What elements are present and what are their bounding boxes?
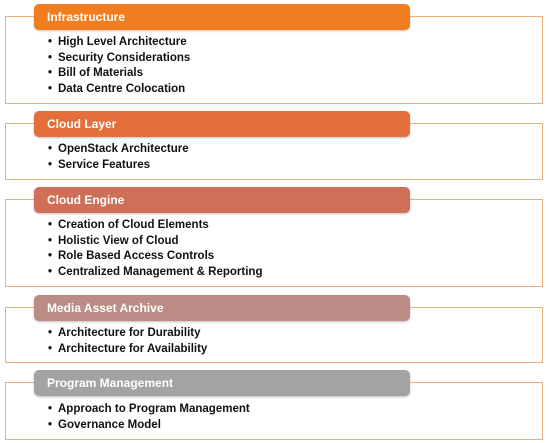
- cloud-engine-panel: [5, 199, 543, 287]
- bullet-icon: •: [48, 250, 53, 263]
- list-item: • OpenStack Architecture: [48, 142, 189, 158]
- list-item: • Architecture for Durability: [48, 326, 207, 342]
- list-item: • Data Centre Colocation: [48, 82, 190, 98]
- cloud-engine-items: • Creation of Cloud Elements • Holistic Vi…: [48, 218, 262, 281]
- list-item: • Governance Model: [48, 418, 250, 434]
- infrastructure-items: • High Level Architecture • Security Consi…: [48, 35, 190, 98]
- bullet-icon: •: [48, 327, 53, 339]
- cloud-engine-header: Cloud Engine: [34, 187, 410, 213]
- list-item: • Bill of Materials: [48, 66, 190, 82]
- bullet-icon: •: [48, 219, 53, 231]
- cloud-layer-items: • OpenStack Architecture • Service Feature…: [48, 142, 189, 173]
- list-item: • Centralized Management & Reporting: [48, 265, 262, 281]
- bullet-icon: •: [48, 266, 53, 279]
- bullet-icon: •: [48, 51, 53, 64]
- media-asset-archive-items: • Architecture for Durability • Architectu…: [48, 326, 207, 357]
- list-item: • Approach to Program Management: [48, 402, 250, 418]
- list-item: • Service Features: [48, 158, 189, 174]
- cloud-layer-header: Cloud Layer: [34, 111, 410, 137]
- bullet-icon: •: [48, 143, 53, 155]
- infrastructure-header: Infrastructure: [34, 4, 410, 30]
- bullet-icon: •: [48, 67, 53, 80]
- list-item: • Architecture for Availability: [48, 342, 207, 358]
- list-item: • High Level Architecture: [48, 35, 190, 51]
- bullet-icon: •: [48, 83, 53, 96]
- program-management-header: Program Management: [34, 370, 410, 396]
- list-item: • Role Based Access Controls: [48, 249, 262, 265]
- bullet-icon: •: [48, 403, 53, 415]
- infrastructure-panel: [5, 16, 543, 104]
- program-management-items: • Approach to Program Management • Governa…: [48, 402, 250, 433]
- list-item: • Security Considerations: [48, 51, 190, 67]
- bullet-icon: •: [48, 234, 53, 247]
- list-item: • Holistic View of Cloud: [48, 234, 262, 250]
- media-asset-archive-header: Media Asset Archive: [34, 295, 410, 321]
- bullet-icon: •: [48, 158, 53, 171]
- bullet-icon: •: [48, 36, 53, 48]
- bullet-icon: •: [48, 418, 53, 431]
- list-item: • Creation of Cloud Elements: [48, 218, 262, 234]
- bullet-icon: •: [48, 342, 53, 355]
